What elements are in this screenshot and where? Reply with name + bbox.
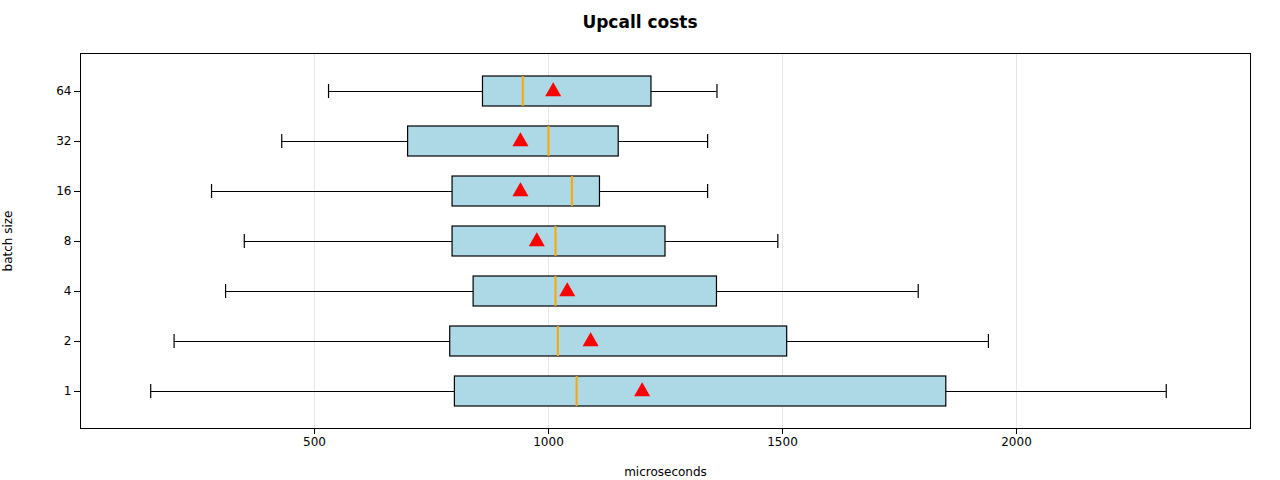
- svg-text:4: 4: [64, 284, 72, 298]
- svg-text:1: 1: [64, 384, 72, 398]
- svg-text:500: 500: [303, 435, 326, 449]
- svg-text:1000: 1000: [533, 435, 564, 449]
- svg-text:batch size: batch size: [1, 211, 15, 272]
- svg-text:microseconds: microseconds: [624, 465, 707, 479]
- svg-text:2000: 2000: [1001, 435, 1032, 449]
- svg-text:32: 32: [56, 134, 71, 148]
- svg-text:2: 2: [64, 334, 72, 348]
- html-text:Upcall costs: Upcall costs: [582, 12, 698, 32]
- svg-text:1500: 1500: [767, 435, 798, 449]
- svg-text:16: 16: [56, 184, 71, 198]
- svg-text:8: 8: [64, 234, 72, 248]
- svg-text:64: 64: [56, 84, 71, 98]
